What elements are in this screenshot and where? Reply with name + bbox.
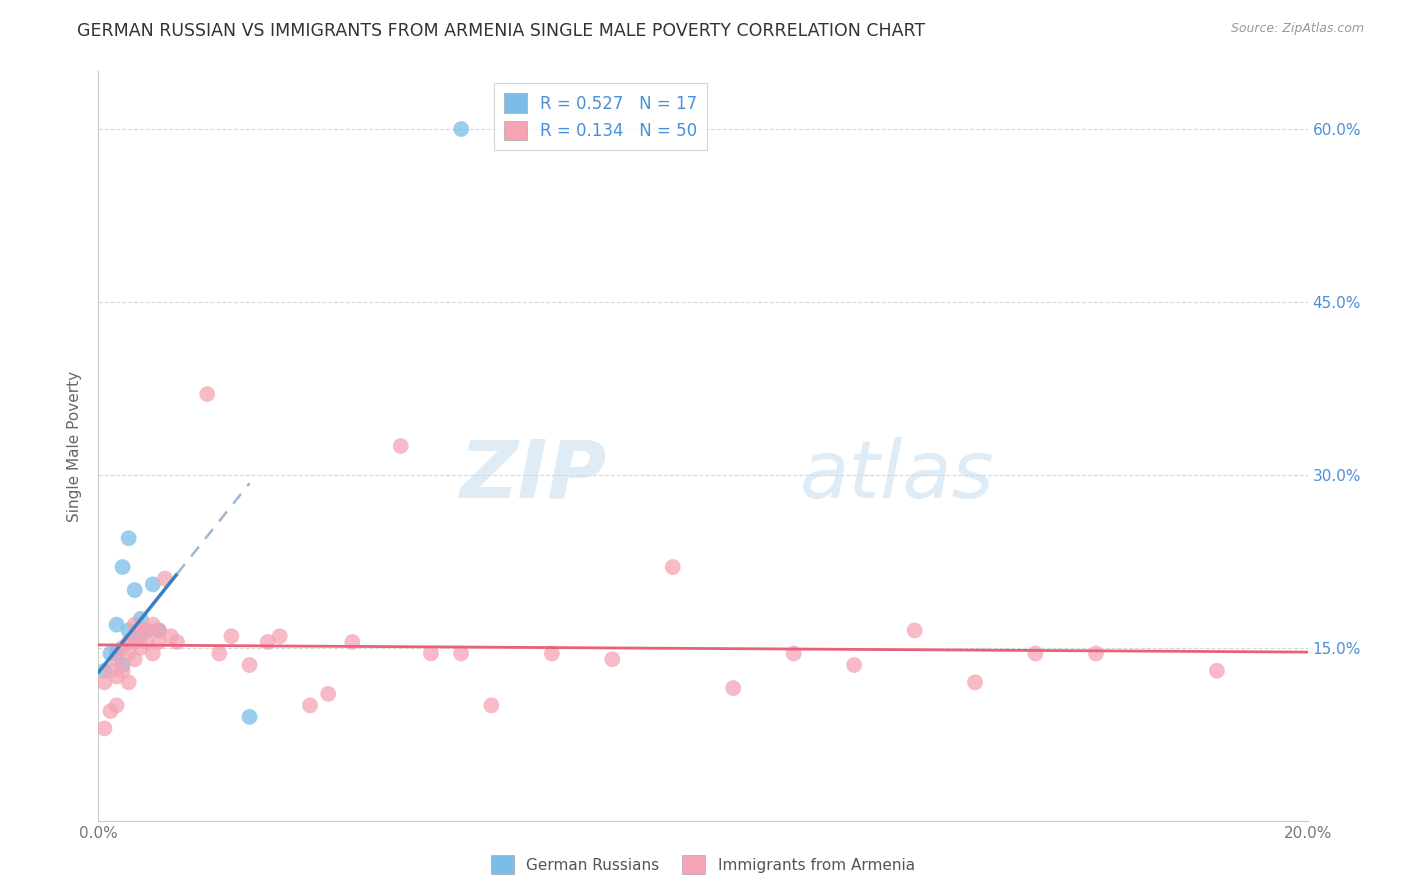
Point <box>105 617 128 632</box>
Point <box>105 698 128 713</box>
Point <box>481 698 503 713</box>
Point <box>783 647 806 661</box>
Legend: German Russians, Immigrants from Armenia: German Russians, Immigrants from Armenia <box>485 849 921 880</box>
Point <box>342 635 364 649</box>
Point <box>389 439 412 453</box>
Point <box>148 624 170 638</box>
Point <box>135 635 157 649</box>
Point <box>93 664 115 678</box>
Point <box>124 617 146 632</box>
Point <box>111 658 134 673</box>
Point <box>269 629 291 643</box>
Point <box>135 624 157 638</box>
Point <box>142 577 165 591</box>
Point <box>93 675 115 690</box>
Point <box>118 675 141 690</box>
Point <box>135 624 157 638</box>
Point <box>111 640 134 655</box>
Point <box>142 647 165 661</box>
Point <box>129 612 152 626</box>
Point <box>153 572 176 586</box>
Point <box>450 122 472 136</box>
Point <box>1206 664 1229 678</box>
Point <box>602 652 624 666</box>
Point <box>148 635 170 649</box>
Point <box>118 635 141 649</box>
Point <box>221 629 243 643</box>
Point <box>661 560 683 574</box>
Point <box>129 624 152 638</box>
Point <box>239 710 262 724</box>
Point <box>239 658 262 673</box>
Point <box>904 624 927 638</box>
Point <box>1085 647 1108 661</box>
Point <box>420 647 443 661</box>
Text: atlas: atlas <box>800 437 994 515</box>
Y-axis label: Single Male Poverty: Single Male Poverty <box>67 370 83 522</box>
Point <box>299 698 322 713</box>
Point <box>256 635 278 649</box>
Point <box>100 664 122 678</box>
Point <box>105 647 128 661</box>
Point <box>450 647 472 661</box>
Point <box>160 629 183 643</box>
Point <box>166 635 188 649</box>
Point <box>93 722 115 736</box>
Point <box>118 624 141 638</box>
Point <box>1024 647 1046 661</box>
Point <box>965 675 987 690</box>
Text: ZIP: ZIP <box>458 437 606 515</box>
Point <box>195 387 218 401</box>
Point <box>208 647 231 661</box>
Point <box>723 681 745 695</box>
Text: GERMAN RUSSIAN VS IMMIGRANTS FROM ARMENIA SINGLE MALE POVERTY CORRELATION CHART: GERMAN RUSSIAN VS IMMIGRANTS FROM ARMENI… <box>77 22 925 40</box>
Point <box>316 687 339 701</box>
Point <box>100 704 122 718</box>
Point <box>124 635 146 649</box>
Point <box>118 531 141 545</box>
Point <box>124 583 146 598</box>
Point <box>124 652 146 666</box>
Point <box>129 640 152 655</box>
Point <box>124 635 146 649</box>
Point <box>148 624 170 638</box>
Text: Source: ZipAtlas.com: Source: ZipAtlas.com <box>1230 22 1364 36</box>
Point <box>105 669 128 683</box>
Legend: R = 0.527   N = 17, R = 0.134   N = 50: R = 0.527 N = 17, R = 0.134 N = 50 <box>494 84 707 150</box>
Point <box>100 647 122 661</box>
Point <box>142 617 165 632</box>
Point <box>844 658 866 673</box>
Point <box>105 652 128 666</box>
Point <box>118 647 141 661</box>
Point <box>129 629 152 643</box>
Point <box>111 560 134 574</box>
Point <box>540 647 562 661</box>
Point <box>111 664 134 678</box>
